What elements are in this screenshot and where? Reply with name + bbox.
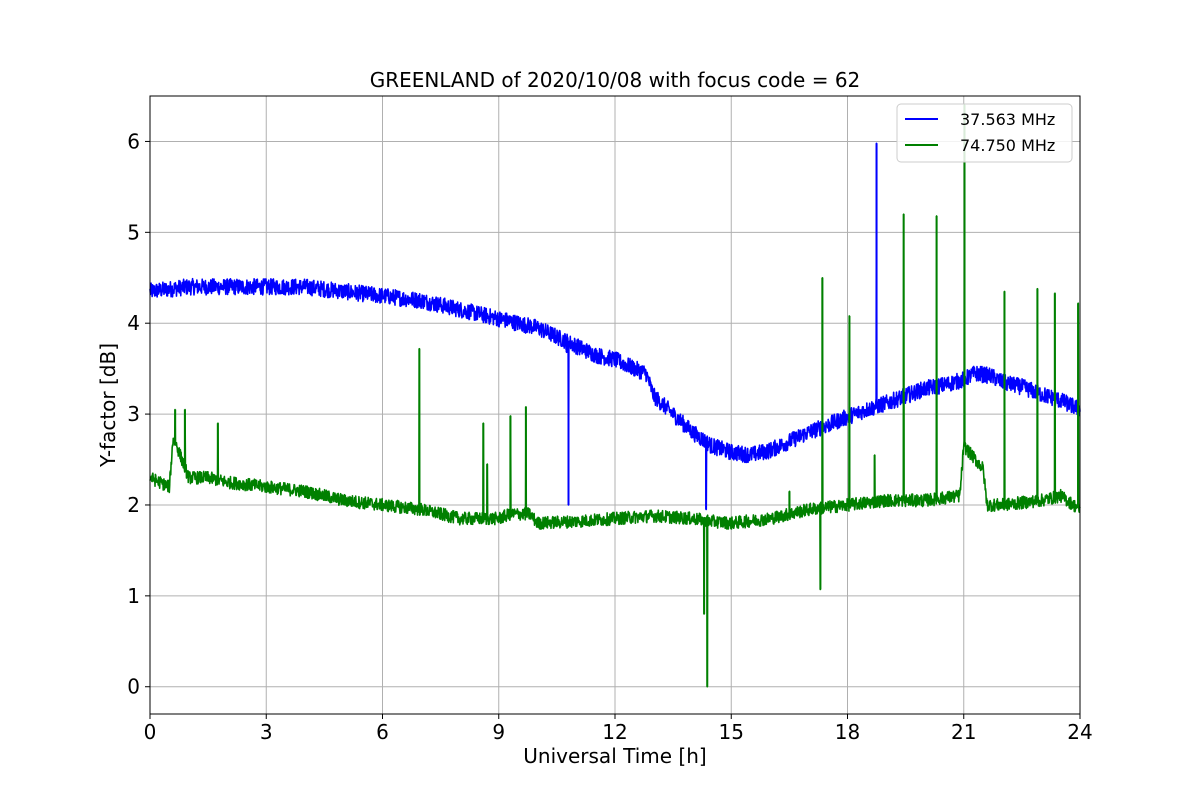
- legend: 37.563 MHz 74.750 MHz: [896, 103, 1073, 163]
- x-tick-label: 18: [835, 720, 860, 744]
- x-axis-label: Universal Time [h]: [523, 744, 706, 768]
- y-tick-label: 5: [127, 220, 140, 244]
- y-tick-label: 2: [127, 493, 140, 517]
- series-line: [149, 104, 1081, 688]
- x-tick-label: 0: [144, 720, 157, 744]
- x-tick-label: 9: [492, 720, 505, 744]
- y-tick-label: 1: [127, 584, 140, 608]
- x-tick-label: 6: [376, 720, 389, 744]
- series-layer: [149, 104, 1081, 688]
- x-tick-label: 21: [951, 720, 976, 744]
- y-tick-label: 0: [127, 675, 140, 699]
- chart-title: GREENLAND of 2020/10/08 with focus code …: [370, 68, 861, 92]
- x-tick-label: 24: [1067, 720, 1092, 744]
- x-tick-label: 12: [602, 720, 627, 744]
- y-axis-label: Y-factor [dB]: [96, 343, 120, 468]
- legend-box: [896, 103, 1073, 163]
- x-tick-label: 15: [719, 720, 744, 744]
- y-tick-label: 3: [127, 402, 140, 426]
- series-37-563-mhz: [149, 142, 1081, 511]
- series-74-750-mhz: [149, 104, 1081, 688]
- legend-label-74-750: 74.750 MHz: [960, 136, 1055, 155]
- series-line: [149, 142, 1081, 511]
- y-tick-label: 4: [127, 311, 140, 335]
- y-tick-label: 6: [127, 129, 140, 153]
- legend-label-37-563: 37.563 MHz: [960, 110, 1055, 129]
- x-tick-label: 3: [260, 720, 273, 744]
